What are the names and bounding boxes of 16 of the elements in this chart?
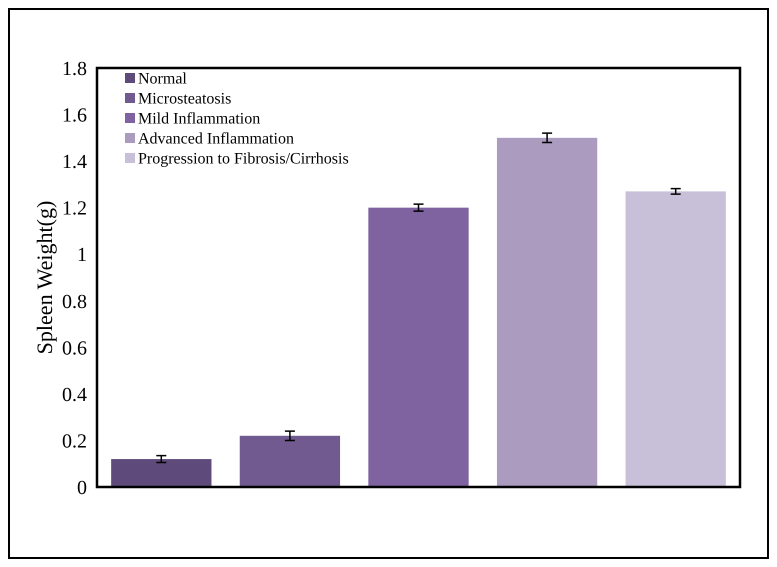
y-tick-label: 1 bbox=[77, 244, 87, 266]
y-tick-label: 0 bbox=[77, 477, 87, 499]
legend-label: Normal bbox=[138, 70, 188, 88]
y-tick-label: 1.4 bbox=[62, 151, 87, 174]
legend-label: Progression to Fibrosis/Cirrhosis bbox=[138, 150, 349, 168]
y-tick-label: 1.2 bbox=[62, 198, 87, 220]
y-tick-label: 1.8 bbox=[62, 58, 87, 80]
legend-label: Mild Inflammation bbox=[138, 110, 260, 128]
y-tick-label: 0.8 bbox=[62, 290, 87, 313]
legend-label: Microsteatosis bbox=[138, 90, 232, 108]
y-tick-label: 0.4 bbox=[62, 384, 87, 406]
y-tick-label: 0.6 bbox=[62, 337, 87, 360]
y-axis-title: Spleen Weight(g) bbox=[32, 200, 57, 354]
y-tick-label: 0.2 bbox=[62, 430, 87, 452]
y-tick-label: 1.6 bbox=[62, 104, 87, 127]
legend-label: Advanced Inflammation bbox=[138, 130, 294, 148]
